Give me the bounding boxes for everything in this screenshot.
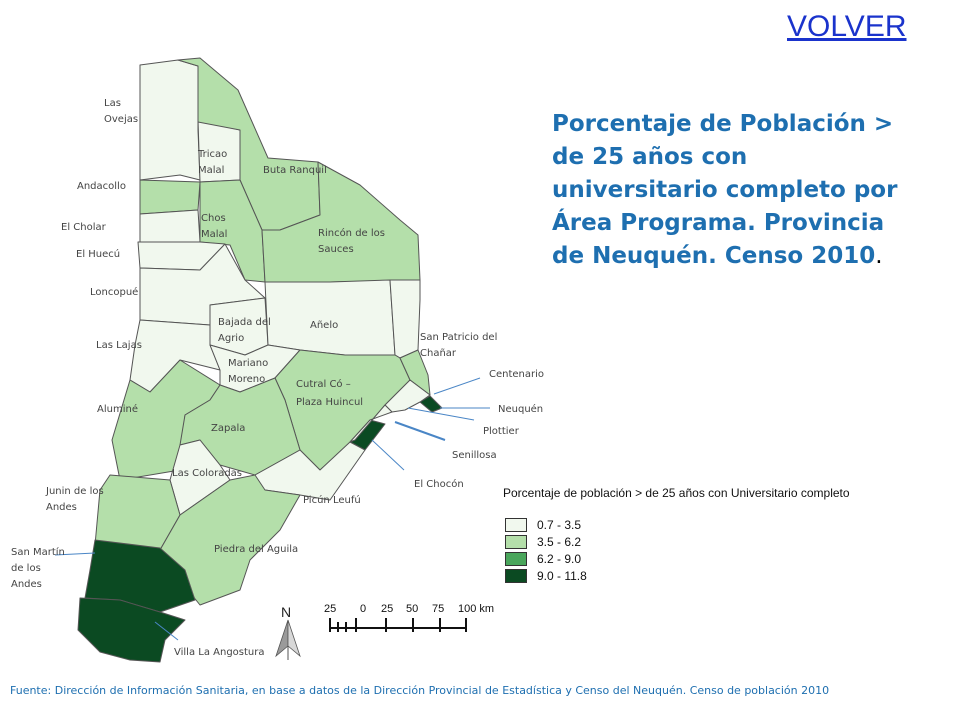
label-rincon: Rincón de los Sauces	[318, 227, 385, 255]
region-san-patricio[interactable]	[389, 279, 421, 359]
region-las-ovejas[interactable]	[139, 59, 201, 181]
scale-bar: 25 0 25 50 75 100 km	[324, 603, 494, 632]
label-el-cholar: El Cholar	[61, 222, 107, 233]
label-andacollo: Andacollo	[77, 181, 126, 192]
label-piedra-aguila: Piedra del Aguila	[214, 544, 298, 555]
map-title-text: Porcentaje de Población > de 25 años con…	[552, 111, 898, 269]
legend-label: 9.0 - 11.8	[537, 568, 587, 583]
legend-item: 3.5 - 6.2	[505, 533, 923, 550]
leader-senillosa	[394, 421, 446, 441]
legend-item: 0.7 - 3.5	[505, 516, 923, 533]
legend-swatch	[505, 517, 527, 532]
volver-link[interactable]: VOLVER	[787, 10, 907, 43]
legend: Porcentaje de población > de 25 años con…	[503, 486, 923, 584]
label-las-lajas: Las Lajas	[96, 340, 142, 351]
region-piedra-del-aguila[interactable]	[159, 474, 301, 606]
north-arrow: N	[275, 604, 301, 660]
region-zapala[interactable]	[179, 377, 301, 476]
region-senillosa[interactable]	[349, 404, 393, 443]
label-picun-leufu: Picún Leufú	[303, 494, 361, 506]
label-zapala: Zapala	[211, 423, 245, 434]
label-el-huecu: El Huecú	[76, 248, 120, 260]
region-andacollo[interactable]	[139, 179, 201, 215]
leader-san-martin	[54, 552, 96, 556]
legend-item: 9.0 - 11.8	[505, 567, 923, 584]
region-el-cholar[interactable]	[139, 209, 201, 243]
legend-item: 6.2 - 9.0	[505, 550, 923, 567]
label-chos-malal: Chos Malal	[201, 213, 227, 240]
leader-el-chocon	[371, 439, 405, 471]
legend-label: 3.5 - 6.2	[537, 534, 582, 549]
leader-plottier	[407, 407, 475, 421]
north-arrow-right	[287, 619, 301, 658]
scale-tick-label: 25	[324, 603, 336, 615]
label-cutral-co: Cutral Có – Plaza Huincul	[296, 378, 363, 408]
map-title-suffix: .	[875, 243, 883, 269]
map-title: Porcentaje de Población > de 25 años con…	[552, 108, 902, 273]
leader-centenario	[433, 377, 481, 395]
leader-villa-la-angostura	[154, 621, 179, 641]
label-las-ovejas: Las Ovejas	[104, 98, 138, 125]
legend-swatch	[505, 551, 527, 566]
label-alumine: Aluminé	[97, 403, 138, 415]
region-anelo[interactable]	[264, 279, 396, 356]
north-arrow-left	[275, 619, 289, 658]
legend-label: 6.2 - 9.0	[537, 551, 582, 566]
label-junin: Junin de los Andes	[45, 486, 104, 513]
scale-tick-label: 100 km	[458, 603, 494, 615]
scale-tick-label: 0	[360, 603, 366, 615]
label-villa-angostura: Villa La Angostura	[174, 647, 265, 658]
scale-tick-label: 75	[432, 603, 444, 615]
label-senillosa: Senillosa	[452, 450, 497, 461]
label-loncopue: Loncopué	[90, 286, 138, 298]
label-el-chocon: El Chocón	[414, 478, 464, 490]
region-centenario[interactable]	[399, 349, 431, 396]
label-neuquen: Neuquén	[498, 403, 543, 415]
source-note: Fuente: Dirección de Información Sanitar…	[10, 684, 830, 697]
label-centenario: Centenario	[489, 369, 544, 380]
legend-swatch	[505, 568, 527, 583]
label-las-coloradas: Las Coloradas	[172, 468, 242, 479]
north-arrow-label: N	[281, 604, 291, 620]
label-buta-ranquil: Buta Ranquil	[263, 165, 327, 176]
label-mariano-moreno: Mariano Moreno	[228, 358, 268, 385]
label-san-patricio: San Patricio del Chañar	[420, 332, 497, 359]
label-tricao-malal: Tricao Malal	[197, 149, 227, 176]
scale-tick-label: 50	[406, 603, 418, 615]
legend-label: 0.7 - 3.5	[537, 517, 582, 532]
region-villa-la-angostura[interactable]	[77, 597, 186, 663]
legend-title: Porcentaje de población > de 25 años con…	[503, 486, 850, 500]
label-san-martin: San Martín de los Andes	[11, 546, 65, 590]
label-bajada: Bajada del Agrio	[218, 317, 271, 344]
label-plottier: Plottier	[483, 426, 520, 437]
legend-swatch	[505, 534, 527, 549]
label-anelo: Añelo	[310, 320, 338, 331]
scale-tick-label: 25	[381, 603, 393, 615]
